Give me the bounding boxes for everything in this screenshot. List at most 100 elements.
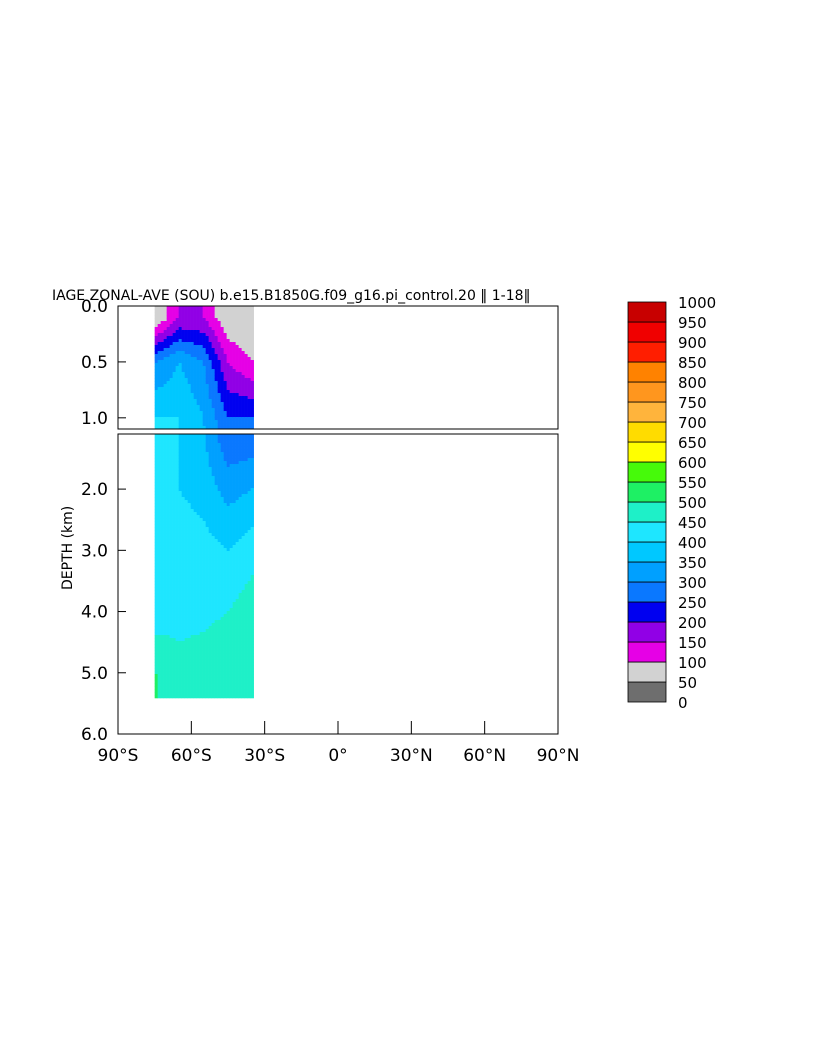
contour-cell xyxy=(169,414,173,418)
contour-cell xyxy=(199,620,203,624)
contour-cell xyxy=(238,539,242,543)
contour-cell xyxy=(226,623,230,627)
contour-cell xyxy=(178,515,182,519)
contour-cell xyxy=(208,408,212,412)
contour-cell xyxy=(205,491,209,495)
contour-cell xyxy=(208,497,212,501)
contour-cell xyxy=(223,446,227,450)
contour-cell xyxy=(214,485,218,489)
contour-cell xyxy=(190,650,194,654)
contour-cell xyxy=(181,396,185,400)
contour-cell xyxy=(169,572,173,576)
contour-cell xyxy=(247,542,251,546)
contour-cell xyxy=(205,611,209,615)
contour-cell xyxy=(226,674,230,678)
contour-cell xyxy=(190,437,194,441)
contour-cell xyxy=(244,414,248,418)
contour-cell xyxy=(190,635,194,639)
contour-cell xyxy=(202,440,206,444)
contour-cell xyxy=(193,623,197,627)
contour-cell xyxy=(199,629,203,633)
contour-cell xyxy=(169,683,173,687)
contour-cell xyxy=(166,467,170,471)
contour-cell xyxy=(184,318,188,322)
contour-cell xyxy=(217,366,221,370)
contour-cell xyxy=(226,396,230,400)
contour-cell xyxy=(196,354,200,358)
contour-cell xyxy=(190,599,194,603)
contour-cell xyxy=(154,491,158,495)
contour-cell xyxy=(157,399,161,403)
contour-cell xyxy=(238,686,242,690)
contour-cell xyxy=(196,500,200,504)
contour-cell xyxy=(184,569,188,573)
contour-cell xyxy=(247,659,251,663)
x-tick-label: 90°S xyxy=(98,746,139,766)
contour-cell xyxy=(193,488,197,492)
contour-cell xyxy=(235,554,239,558)
contour-cell xyxy=(157,452,161,456)
colorbar-swatch xyxy=(627,581,667,603)
contour-cell xyxy=(220,366,224,370)
contour-cell xyxy=(190,500,194,504)
contour-cell xyxy=(241,533,245,537)
contour-cell xyxy=(199,470,203,474)
contour-cell xyxy=(238,387,242,391)
contour-cell xyxy=(211,527,215,531)
contour-cell xyxy=(190,527,194,531)
contour-cell xyxy=(169,309,173,313)
contour-cell xyxy=(157,623,161,627)
contour-cell xyxy=(196,491,200,495)
contour-cell xyxy=(157,315,161,319)
contour-cell xyxy=(214,399,218,403)
contour-cell xyxy=(235,551,239,555)
contour-cell xyxy=(238,324,242,328)
contour-cell xyxy=(238,348,242,352)
contour-cell xyxy=(154,330,158,334)
contour-cell xyxy=(214,692,218,696)
contour-cell xyxy=(226,680,230,684)
contour-cell xyxy=(193,626,197,630)
contour-cell xyxy=(154,587,158,591)
contour-cell xyxy=(187,488,191,492)
contour-cell xyxy=(223,641,227,645)
contour-cell xyxy=(160,626,164,630)
contour-cell xyxy=(166,479,170,483)
contour-cell xyxy=(214,596,218,600)
contour-cell xyxy=(202,518,206,522)
contour-cell xyxy=(166,354,170,358)
contour-cell xyxy=(223,548,227,552)
contour-cell xyxy=(202,473,206,477)
contour-cell xyxy=(214,455,218,459)
contour-cell xyxy=(172,527,176,531)
contour-cell xyxy=(232,440,236,444)
contour-cell xyxy=(247,638,251,642)
contour-cell xyxy=(154,692,158,696)
contour-cell xyxy=(187,348,191,352)
contour-cell xyxy=(190,545,194,549)
contour-cell xyxy=(178,539,182,543)
contour-cell xyxy=(160,420,164,424)
contour-cell xyxy=(238,306,242,310)
contour-cell xyxy=(196,470,200,474)
contour-cell xyxy=(211,360,215,364)
contour-cell xyxy=(190,399,194,403)
contour-cell xyxy=(160,560,164,564)
contour-cell xyxy=(205,375,209,379)
contour-cell xyxy=(241,605,245,609)
contour-cell xyxy=(169,312,173,316)
contour-cell xyxy=(250,446,254,450)
contour-cell xyxy=(232,563,236,567)
contour-cell xyxy=(157,527,161,531)
contour-cell xyxy=(208,390,212,394)
contour-cell xyxy=(178,656,182,660)
contour-cell xyxy=(232,692,236,696)
contour-cell xyxy=(220,339,224,343)
contour-cell xyxy=(154,563,158,567)
contour-cell xyxy=(244,566,248,570)
contour-cell xyxy=(202,479,206,483)
contour-cell xyxy=(184,479,188,483)
contour-cell xyxy=(160,557,164,561)
contour-cell xyxy=(196,437,200,441)
contour-cell xyxy=(250,677,254,681)
